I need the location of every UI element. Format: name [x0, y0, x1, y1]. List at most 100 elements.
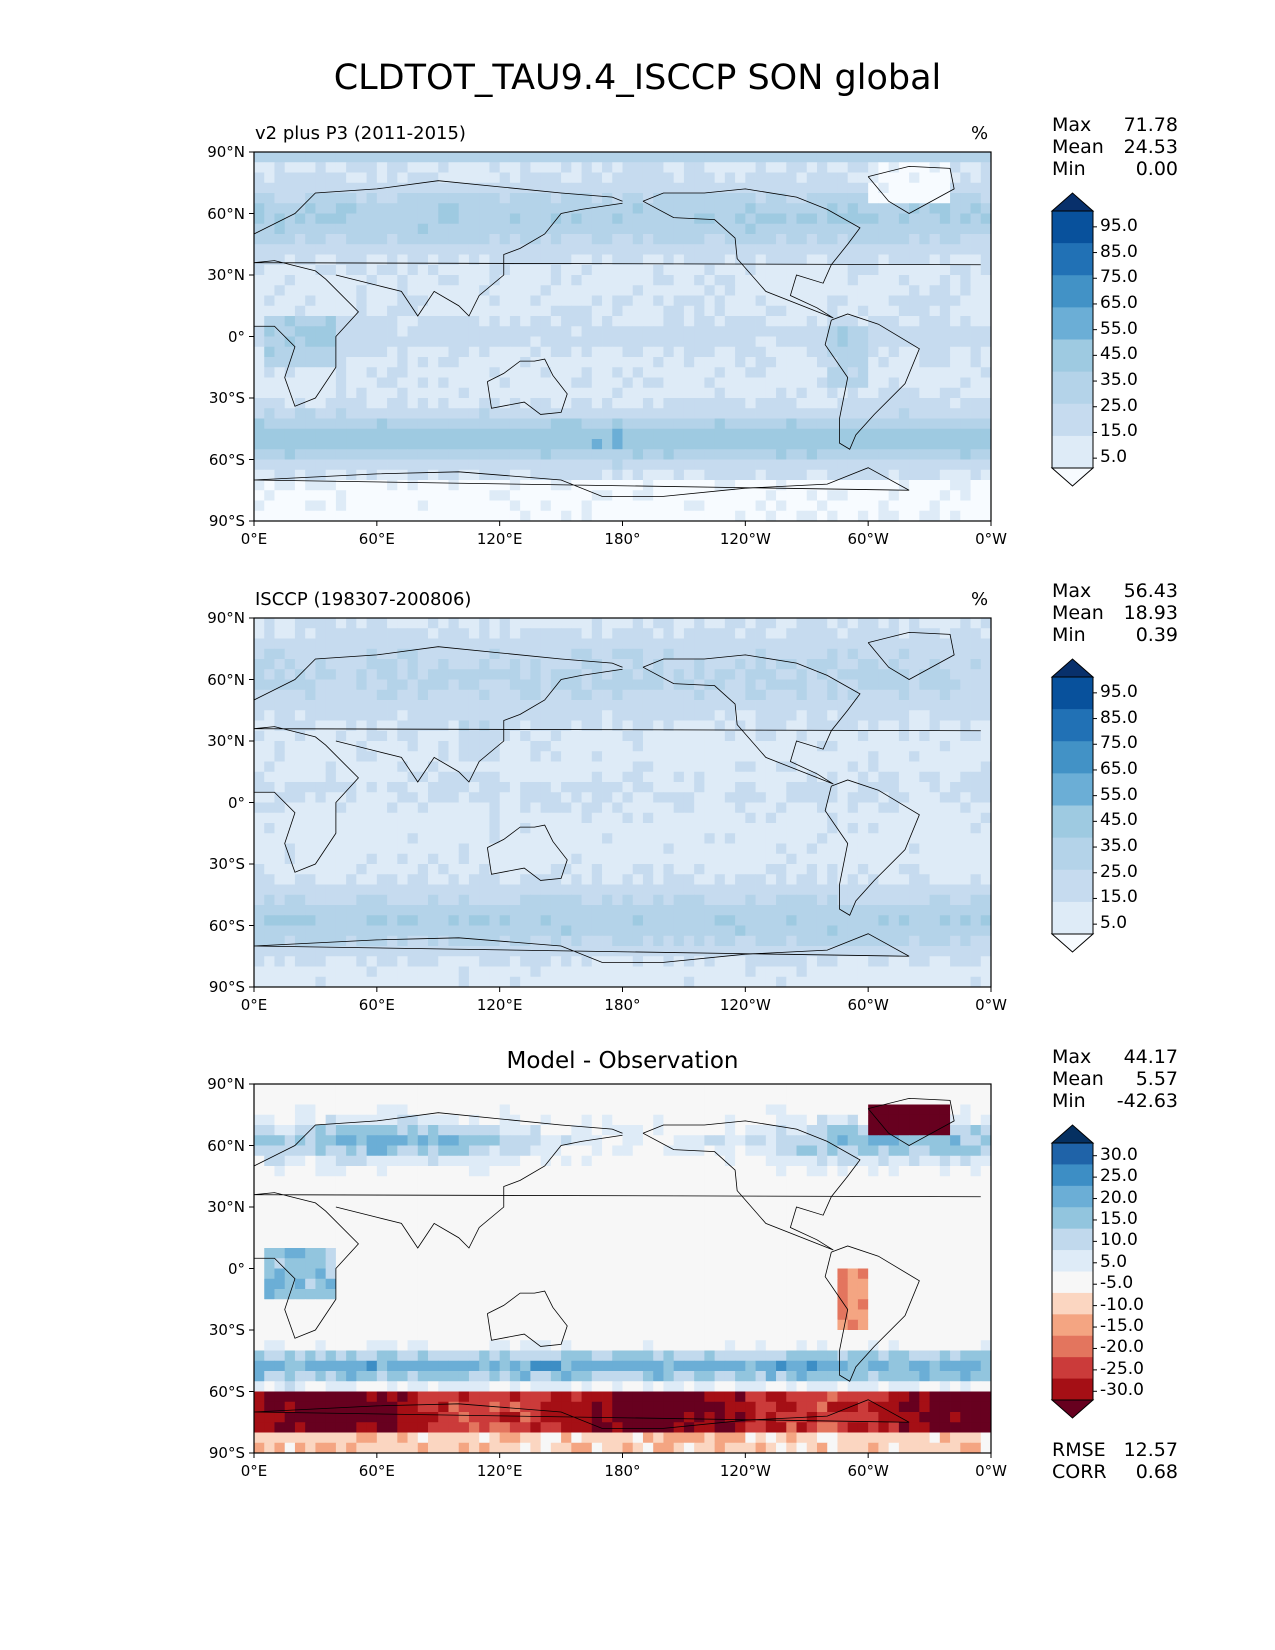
map-cell	[540, 894, 552, 906]
map-cell	[847, 751, 859, 762]
map-cell	[960, 730, 971, 742]
map-cell	[417, 792, 429, 803]
map-cell	[786, 802, 797, 814]
map-cell	[673, 510, 685, 522]
map-cell	[591, 234, 603, 245]
map-cell	[561, 162, 572, 173]
map-cell	[540, 346, 552, 358]
map-cell	[346, 792, 357, 803]
map-cell	[438, 234, 449, 245]
map-cell	[929, 234, 941, 245]
map-cell	[407, 771, 419, 783]
map-cell	[376, 285, 388, 296]
map-cell	[294, 812, 306, 824]
map-cell	[663, 884, 675, 896]
map-cell	[980, 377, 992, 389]
map-cell	[878, 500, 890, 512]
map-cell	[724, 449, 736, 460]
map-cell	[939, 802, 951, 814]
map-cell	[315, 223, 327, 235]
map-cell	[438, 428, 449, 440]
map-cell	[346, 387, 357, 399]
map-cell	[520, 193, 531, 204]
map-cell	[673, 244, 685, 255]
map-cell	[960, 193, 971, 204]
map-cell	[417, 628, 429, 639]
map-cell	[561, 823, 572, 834]
map-cell	[868, 925, 879, 937]
map-cell	[888, 182, 900, 194]
map-cell	[520, 689, 531, 701]
map-cell	[356, 182, 367, 194]
map-cell	[448, 935, 460, 947]
map-cell	[376, 346, 388, 358]
map-cell	[254, 720, 265, 732]
map-cell	[980, 730, 992, 742]
map-cell	[816, 346, 828, 358]
map-cell	[806, 874, 818, 885]
map-cell	[980, 326, 992, 337]
map-cell	[776, 213, 787, 225]
map-cell	[714, 346, 726, 358]
map-cell	[407, 439, 419, 450]
map-cell	[366, 884, 378, 896]
map-cell	[724, 782, 736, 793]
map-cell	[499, 285, 511, 296]
map-cell	[735, 490, 746, 501]
map-cell	[509, 802, 521, 814]
map-cell	[837, 418, 849, 430]
map-cell	[827, 700, 838, 711]
map-cell	[489, 357, 501, 368]
map-cell	[581, 275, 593, 286]
map-cell	[520, 387, 531, 399]
map-cell	[847, 428, 859, 440]
map-cell	[458, 316, 470, 327]
map-cell	[909, 751, 920, 762]
map-cell	[499, 346, 511, 358]
map-cell	[939, 618, 951, 629]
map-cell	[704, 751, 716, 762]
map-cell	[622, 628, 634, 639]
map-cell	[765, 285, 777, 296]
map-cell	[530, 316, 542, 327]
map-cell	[909, 771, 920, 783]
map-cell	[254, 254, 265, 266]
map-cell	[919, 843, 930, 855]
map-cell	[540, 618, 552, 629]
map-cell	[776, 700, 787, 711]
map-cell	[581, 439, 593, 450]
map-cell	[346, 357, 357, 368]
map-cell	[632, 823, 644, 834]
map-cell	[786, 884, 797, 896]
map-cell	[612, 500, 623, 512]
map-cell	[509, 510, 521, 522]
map-cell	[642, 244, 654, 255]
colorbar-tick-label: -30.0	[1100, 1380, 1144, 1401]
map-cell	[704, 326, 716, 337]
map-cell	[909, 864, 920, 875]
map-cell	[254, 823, 265, 834]
map-cell	[294, 377, 306, 389]
map-cell	[970, 905, 982, 916]
map-cell	[438, 193, 449, 204]
map-cell	[816, 223, 828, 235]
map-cell	[632, 367, 644, 378]
map-cell	[632, 659, 644, 670]
map-cell	[919, 480, 930, 491]
map-cell	[970, 720, 982, 732]
map-cell	[673, 782, 685, 793]
map-cell	[837, 751, 849, 762]
map-cell	[448, 367, 460, 378]
map-cell	[581, 346, 593, 358]
map-cell	[489, 638, 501, 650]
map-cell	[868, 223, 879, 235]
map-cell	[929, 480, 941, 491]
map-cell	[806, 398, 818, 409]
map-cell	[530, 490, 542, 501]
map-cell	[735, 510, 746, 522]
map-cell	[694, 182, 705, 194]
map-cell	[325, 234, 337, 245]
map-cell	[438, 925, 449, 937]
map-cell	[847, 459, 859, 471]
map-cell	[417, 408, 429, 419]
